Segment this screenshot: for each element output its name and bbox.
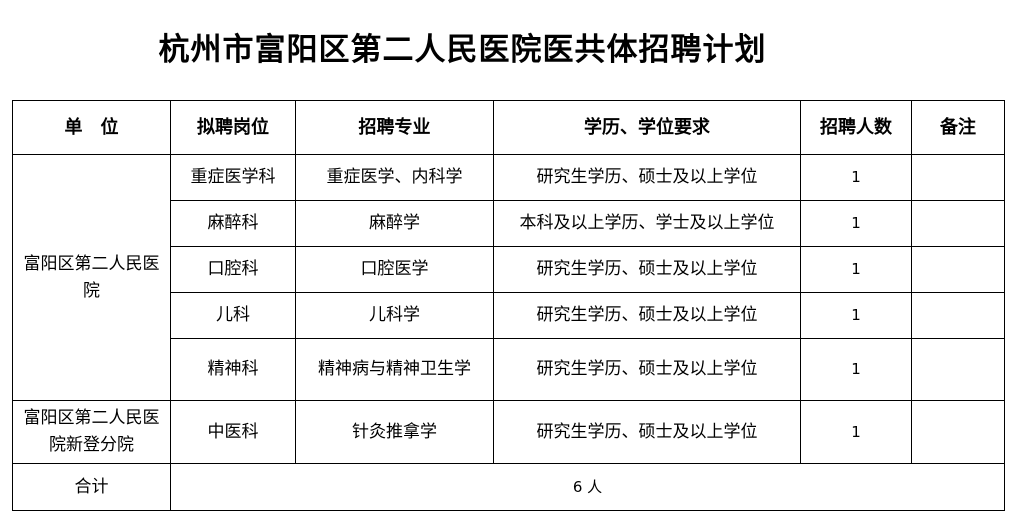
header-note: 备注 xyxy=(911,100,1005,155)
note-cell xyxy=(911,154,1005,201)
education-cell: 研究生学历、硕士及以上学位 xyxy=(493,338,801,401)
education-cell: 研究生学历、硕士及以上学位 xyxy=(493,292,801,339)
post-cell: 重症医学科 xyxy=(170,154,296,201)
major-cell: 针灸推拿学 xyxy=(295,400,494,464)
table-row: 富阳区第二人民医院 重症医学科 重症医学、内科学 研究生学历、硕士及以上学位 1 xyxy=(12,154,1005,401)
header-major: 招聘专业 xyxy=(295,100,494,155)
count-cell: 1 xyxy=(800,246,912,293)
note-cell xyxy=(911,338,1005,401)
header-post: 拟聘岗位 xyxy=(170,100,296,155)
recruitment-table: 单 位 拟聘岗位 招聘专业 学历、学位要求 招聘人数 备注 富阳区第二人民医院重… xyxy=(12,100,1005,511)
header-row: 单 位 拟聘岗位 招聘专业 学历、学位要求 招聘人数 备注 xyxy=(12,100,1005,155)
table-row: 精神科 精神病与精神卫生学 研究生学历、硕士及以上学位 1 xyxy=(13,338,1005,401)
post-cell: 口腔科 xyxy=(170,246,296,293)
education-cell: 研究生学历、硕士及以上学位 xyxy=(493,400,801,464)
education-cell: 研究生学历、硕士及以上学位 xyxy=(493,246,801,293)
major-cell: 口腔医学 xyxy=(295,246,494,293)
post-cell: 精神科 xyxy=(170,338,296,401)
post-cell: 麻醉科 xyxy=(170,200,296,247)
note-cell xyxy=(911,292,1005,339)
count-cell: 1 xyxy=(800,400,912,464)
total-value: 6 人 xyxy=(170,463,1005,511)
header-education: 学历、学位要求 xyxy=(493,100,801,155)
total-row: 合计 6 人 xyxy=(12,463,1005,511)
major-cell: 麻醉学 xyxy=(295,200,494,247)
count-cell: 1 xyxy=(800,292,912,339)
post-cell: 中医科 xyxy=(170,400,296,464)
header-unit: 单 位 xyxy=(12,100,171,155)
count-cell: 1 xyxy=(800,154,912,201)
count-cell: 1 xyxy=(800,200,912,247)
page-title: 杭州市富阳区第二人民医院医共体招聘计划 xyxy=(158,32,767,68)
table-row: 口腔科 口腔医学 研究生学历、硕士及以上学位 1 xyxy=(13,246,1005,293)
unit-cell: 富阳区第二人民医院 xyxy=(12,154,171,401)
major-cell: 精神病与精神卫生学 xyxy=(295,338,494,401)
major-cell: 重症医学、内科学 xyxy=(295,154,494,201)
major-cell: 儿科学 xyxy=(295,292,494,339)
header-count: 招聘人数 xyxy=(800,100,912,155)
table-row: 麻醉科 麻醉学 本科及以上学历、学士及以上学位 1 xyxy=(13,200,1005,247)
unit-cell: 富阳区第二人民医院新登分院 xyxy=(12,400,171,464)
count-cell: 1 xyxy=(800,338,912,401)
note-cell xyxy=(911,246,1005,293)
note-cell xyxy=(911,200,1005,247)
table-row: 儿科 儿科学 研究生学历、硕士及以上学位 1 xyxy=(13,292,1005,339)
note-cell xyxy=(911,400,1005,464)
post-cell: 儿科 xyxy=(170,292,296,339)
table-row: 富阳区第二人民医院新登分院 中医科 针灸推拿学 研究生学历、硕士及以上学位 1 xyxy=(12,400,1005,464)
education-cell: 研究生学历、硕士及以上学位 xyxy=(493,154,801,201)
education-cell: 本科及以上学历、学士及以上学位 xyxy=(493,200,801,247)
total-label: 合计 xyxy=(12,463,171,511)
